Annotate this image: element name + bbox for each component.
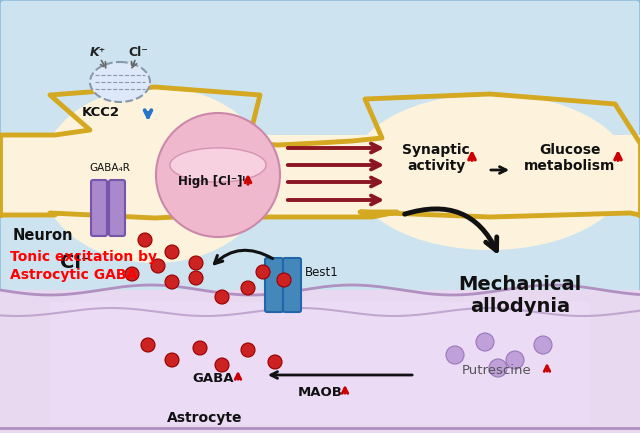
Text: High [Cl⁻]ᴵ: High [Cl⁻]ᴵ [179, 174, 246, 187]
Text: KCC2: KCC2 [82, 106, 120, 119]
Circle shape [506, 351, 524, 369]
Ellipse shape [40, 87, 270, 263]
FancyBboxPatch shape [283, 258, 301, 312]
Text: GABA: GABA [192, 372, 234, 385]
Circle shape [241, 281, 255, 295]
Circle shape [256, 265, 270, 279]
Circle shape [151, 259, 165, 273]
Text: K⁺: K⁺ [90, 45, 106, 58]
Text: Tonic excitation by
Astrocytic GABA: Tonic excitation by Astrocytic GABA [10, 250, 157, 282]
Text: MAOB: MAOB [298, 385, 342, 398]
Text: Glucose
metabolism: Glucose metabolism [524, 143, 616, 173]
Circle shape [165, 245, 179, 259]
Circle shape [165, 275, 179, 289]
Bar [238, 135, 392, 215]
Text: Mechanical
allodynia: Mechanical allodynia [458, 275, 582, 316]
Circle shape [489, 359, 507, 377]
Circle shape [268, 355, 282, 369]
Ellipse shape [170, 148, 266, 182]
Circle shape [241, 343, 255, 357]
Text: GABA₄R: GABA₄R [90, 163, 131, 173]
Circle shape [215, 290, 229, 304]
Circle shape [156, 113, 280, 237]
Text: Cl⁻: Cl⁻ [60, 252, 92, 271]
Bar [50, 302, 590, 425]
Text: Synaptic
activity: Synaptic activity [402, 143, 470, 173]
Circle shape [189, 271, 203, 285]
Text: Putrescine: Putrescine [462, 363, 532, 377]
Text: Neuron: Neuron [13, 228, 74, 243]
Text: Best1: Best1 [305, 265, 339, 278]
Ellipse shape [350, 94, 630, 250]
FancyBboxPatch shape [109, 180, 125, 236]
Circle shape [446, 346, 464, 364]
Ellipse shape [90, 62, 150, 102]
Text: Cl⁻: Cl⁻ [128, 45, 148, 58]
Text: Astrocyte: Astrocyte [167, 411, 243, 425]
Bar [0, 135, 640, 215]
Circle shape [189, 256, 203, 270]
Circle shape [476, 333, 494, 351]
FancyBboxPatch shape [91, 180, 107, 236]
Circle shape [215, 358, 229, 372]
Circle shape [193, 341, 207, 355]
Circle shape [277, 273, 291, 287]
Circle shape [125, 267, 139, 281]
Circle shape [534, 336, 552, 354]
Circle shape [138, 233, 152, 247]
FancyBboxPatch shape [265, 258, 283, 312]
Circle shape [141, 338, 155, 352]
Bar [0, 290, 640, 433]
Circle shape [165, 353, 179, 367]
